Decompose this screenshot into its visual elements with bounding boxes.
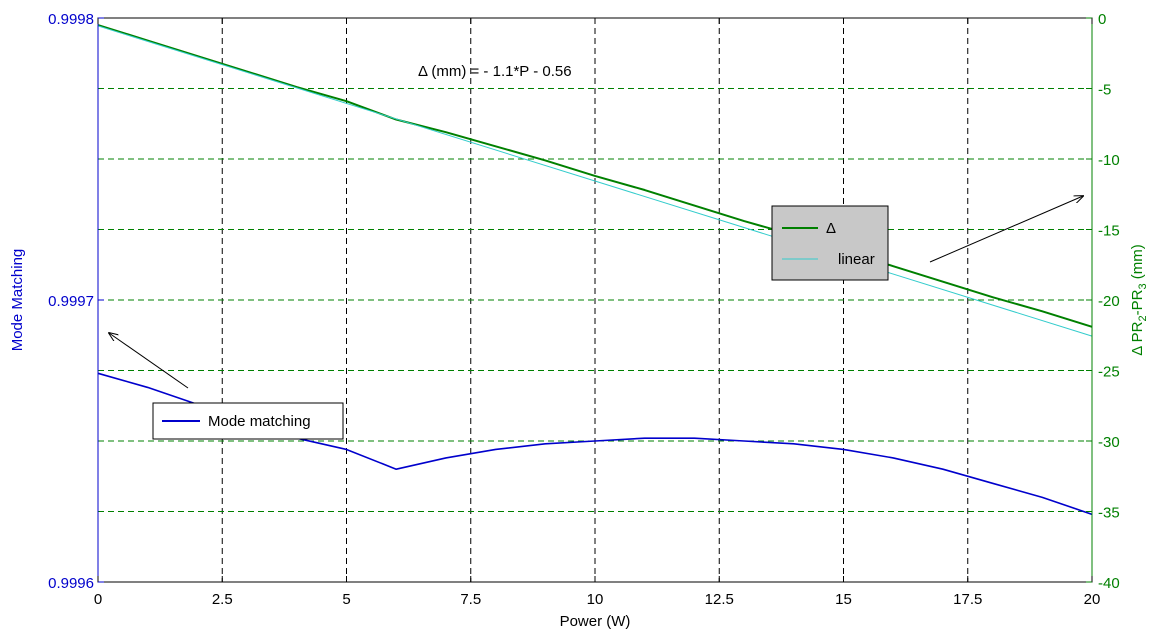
- y-left-tick-label-1: 0.9997: [48, 293, 94, 310]
- ticks-layer: 0 2.5 5 7.5 10 12.5 15 17.5 20 0 -5 -10 -15 -20 -25 -30…: [48, 11, 1120, 608]
- legend-mode-matching: Mode matching: [152, 402, 344, 440]
- y-right-tick-label-6: -30: [1098, 434, 1120, 451]
- y-left-tick-label-0: 0.9996: [48, 575, 94, 592]
- y-axis-left-label: Mode Matching: [9, 249, 26, 352]
- y-right-tick-label-2: -10: [1098, 152, 1120, 169]
- y-axis-right-label-sub2: 3: [1137, 283, 1149, 289]
- x-axis-label: Power (W): [560, 613, 631, 630]
- x-tick-label-1: 2.5: [212, 591, 233, 608]
- y-left-tick-label-2: 0.9998: [48, 11, 94, 28]
- x-tick-label-2: 5: [342, 591, 350, 608]
- legend-label-mode-matching: Mode matching: [208, 413, 311, 430]
- x-tick-label-4: 10: [587, 591, 604, 608]
- series-line-2: [97, 25, 1093, 337]
- x-tick-label-6: 15: [835, 591, 852, 608]
- y-right-tick-label-5: -25: [1098, 364, 1120, 381]
- arrow-to-right-axis: [929, 196, 1083, 263]
- y-right-tick-label-0: 0: [1098, 11, 1106, 28]
- grid: [98, 18, 1092, 582]
- series-line-1: [97, 24, 1093, 328]
- x-tick-label-5: 12.5: [705, 591, 734, 608]
- y-axis-right-label: Δ PR2-PR3 (mm): [1129, 244, 1149, 355]
- equation-annotation: Δ (mm) = - 1.1*P - 0.56: [418, 63, 572, 80]
- legend-label-linear: linear: [838, 251, 875, 268]
- x-tick-label-3: 7.5: [460, 591, 481, 608]
- legend-delta-linear-box: [771, 205, 889, 281]
- legend-delta-linear: Δ linear: [771, 205, 889, 281]
- y-axis-right-label-sub1: 2: [1137, 315, 1149, 321]
- y-axis-right-label-unit: (mm): [1129, 244, 1146, 283]
- y-right-tick-label-4: -20: [1098, 293, 1120, 310]
- y-right-tick-label-7: -35: [1098, 505, 1120, 522]
- y-right-tick-label-8: -40: [1098, 575, 1120, 592]
- y-axis-right-label-main: PR: [1129, 321, 1146, 342]
- y-right-tick-label-3: -15: [1098, 223, 1120, 240]
- legend-label-delta: Δ: [826, 220, 836, 237]
- arrow-to-left-axis: [109, 333, 189, 389]
- y-right-tick-label-1: -5: [1098, 82, 1111, 99]
- y-axis-right-label-dash: -PR: [1129, 289, 1146, 315]
- y-axis-right-label-delta: Δ: [1129, 346, 1146, 356]
- x-tick-label-7: 17.5: [953, 591, 982, 608]
- x-tick-label-0: 0: [94, 591, 102, 608]
- x-tick-label-8: 20: [1084, 591, 1101, 608]
